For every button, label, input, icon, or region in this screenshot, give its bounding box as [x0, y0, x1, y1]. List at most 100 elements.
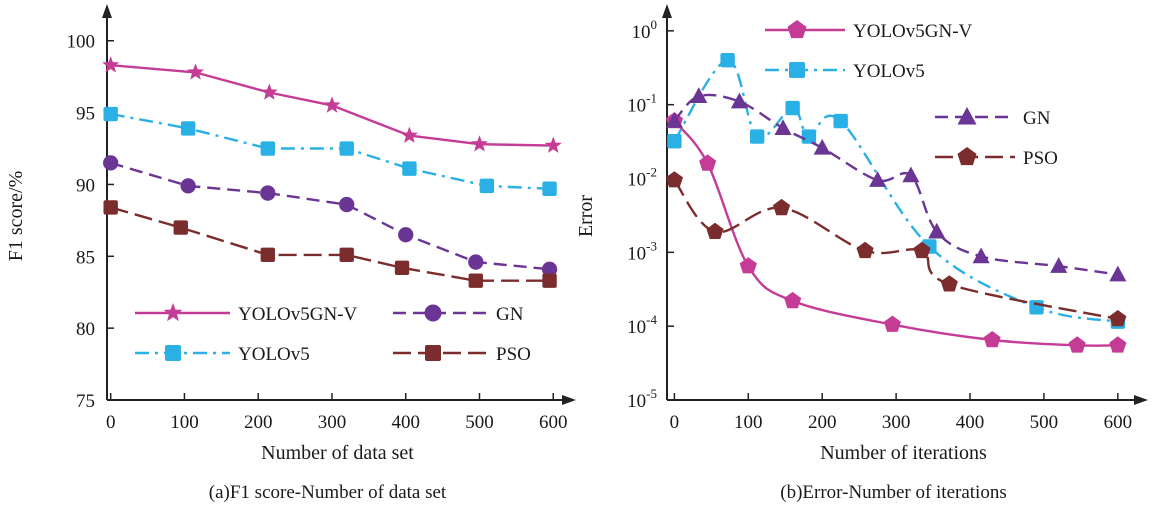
y-tick-base: 10 — [627, 170, 646, 191]
data-point — [784, 291, 802, 309]
legend-label: YOLOv5 — [238, 344, 310, 365]
x-tick-label: 100 — [170, 412, 199, 433]
data-point — [260, 83, 278, 100]
legend-marker — [424, 304, 442, 322]
data-point — [902, 166, 920, 183]
x-tick-label: 500 — [465, 412, 494, 433]
data-point — [883, 315, 901, 332]
data-point — [402, 161, 417, 176]
x-axis-label: Number of iterations — [820, 442, 987, 464]
series-pso — [103, 200, 557, 288]
legend-marker — [425, 345, 441, 361]
y-tick-label: 90 — [76, 175, 95, 196]
data-point — [1029, 300, 1044, 315]
legend-label: YOLOv5GN-V — [853, 21, 973, 42]
legend-marker — [165, 345, 181, 361]
data-point — [479, 178, 495, 194]
y-tick-base: 10 — [632, 22, 651, 43]
data-point — [103, 106, 118, 122]
legend-entry: GN — [935, 107, 1051, 129]
data-point — [833, 113, 848, 129]
data-point — [470, 135, 488, 152]
x-axis-label: Number of data set — [261, 442, 414, 464]
y-tick-label: 10-1 — [627, 91, 657, 117]
y-tick-base: 10 — [627, 317, 646, 338]
x-tick-label: 300 — [318, 412, 347, 433]
y-tick-exponent: -2 — [646, 165, 657, 180]
data-point — [699, 154, 717, 171]
data-point — [180, 121, 196, 136]
data-point — [103, 155, 119, 171]
data-point — [394, 260, 410, 275]
legend-entry: PSO — [393, 344, 531, 365]
data-point — [749, 129, 765, 144]
series-yolov5 — [667, 53, 1126, 329]
y-tick-label: 75 — [76, 391, 95, 412]
legend-entry: YOLOv5 — [135, 344, 310, 365]
data-point — [339, 247, 354, 263]
x-tick-label: 200 — [808, 412, 837, 433]
data-point — [869, 171, 887, 187]
series-gn — [665, 87, 1127, 282]
legend-entry: GN — [393, 304, 524, 325]
data-point — [1068, 336, 1086, 353]
data-point — [913, 241, 931, 259]
legend-entry: YOLOv5GN-V — [135, 303, 358, 325]
y-tick-label: 10-3 — [627, 238, 657, 264]
series-pso — [665, 171, 1127, 327]
data-point — [813, 138, 831, 155]
chart-caption: (b)Error-Number of iterations — [780, 482, 1006, 503]
data-point — [400, 126, 418, 143]
data-point — [260, 185, 276, 201]
x-tick-label: 400 — [956, 412, 985, 433]
y-tick-label: 80 — [76, 319, 95, 340]
x-tick-label: 0 — [106, 412, 116, 433]
y-tick-label: 100 — [632, 17, 658, 43]
y-tick-label: 85 — [76, 247, 95, 268]
data-point — [541, 261, 558, 277]
data-point — [720, 53, 735, 68]
legend-entry: PSO — [935, 147, 1058, 169]
series-line — [110, 112, 550, 190]
y-tick-label: 10-2 — [627, 165, 657, 191]
x-tick-label: 0 — [670, 412, 680, 433]
data-point — [928, 222, 946, 239]
y-tick-label: 10-4 — [627, 312, 657, 338]
data-point — [690, 87, 708, 104]
series-line — [110, 206, 550, 282]
chart-f1-score: 0 100 200 300 400 500 600 75 80 85 90 95 100 Number o… — [5, 4, 576, 503]
legend-entry: YOLOv5GN-V — [765, 20, 973, 42]
data-point — [173, 220, 188, 235]
data-point — [665, 112, 683, 128]
legend-label: YOLOv5GN-V — [238, 304, 358, 325]
x-axis-arrow — [562, 395, 576, 405]
x-tick-label: 300 — [882, 412, 911, 433]
legend-label: GN — [496, 304, 524, 325]
data-point — [665, 171, 683, 188]
data-point — [774, 119, 792, 135]
x-tick-label: 600 — [1104, 412, 1133, 433]
data-point — [983, 331, 1001, 348]
data-point — [542, 181, 557, 196]
data-point — [667, 134, 682, 149]
x-tick-label: 100 — [734, 412, 763, 433]
chart-error: 0 100 200 300 400 500 60010-510-410-310-210-11… — [575, 4, 1148, 503]
data-point — [972, 247, 990, 264]
series-line — [673, 120, 1118, 347]
x-tick-label: 500 — [1030, 412, 1059, 433]
series-gn — [103, 155, 558, 277]
data-point — [323, 96, 341, 113]
data-point — [801, 129, 817, 144]
legend-marker — [787, 20, 807, 39]
y-axis-arrow — [102, 4, 112, 18]
data-point — [398, 227, 414, 243]
data-point — [468, 273, 483, 288]
data-point — [706, 222, 724, 239]
legend-entry: YOLOv5 — [765, 61, 925, 82]
x-tick-label: 200 — [244, 412, 273, 433]
y-tick-exponent: -3 — [646, 238, 657, 253]
y-axis-label: F1 score/% — [5, 171, 27, 262]
y-tick-exponent: 0 — [651, 17, 658, 32]
legend-label: PSO — [496, 344, 531, 365]
data-point — [260, 141, 275, 156]
